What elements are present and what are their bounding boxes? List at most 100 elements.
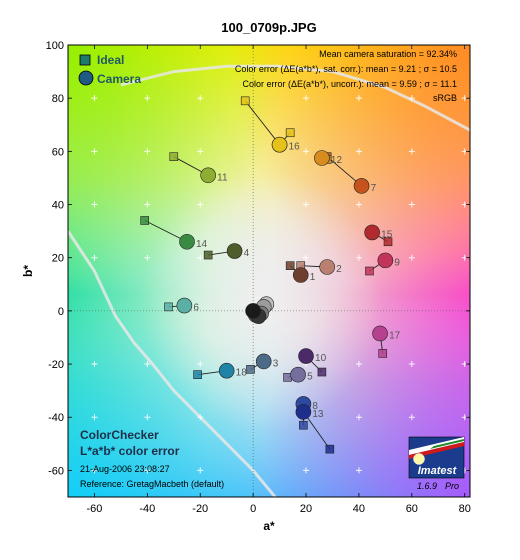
stats-block: Mean camera saturation = 92.34% Color er… xyxy=(235,49,457,103)
stats-error-satcorr: Color error (ΔE(a*b*), sat. corr.): mean… xyxy=(235,64,457,74)
color-field-background xyxy=(68,45,470,497)
stats-saturation: Mean camera saturation = 92.34% xyxy=(319,49,457,59)
grid-cross xyxy=(197,254,204,261)
ideal-marker xyxy=(317,367,327,377)
x-tick-label: 80 xyxy=(459,503,471,515)
ideal-marker xyxy=(203,250,213,260)
grid-cross xyxy=(355,148,362,155)
camera-marker xyxy=(290,366,306,383)
camera-marker xyxy=(377,252,394,269)
grid-cross xyxy=(91,148,98,155)
patch-label: 11 xyxy=(217,172,228,183)
gamut-curve xyxy=(68,230,278,497)
logo-edition: Pro xyxy=(445,481,459,491)
y-tick-label: 80 xyxy=(52,93,64,105)
grid-cross xyxy=(91,95,98,102)
y-tick-label: 0 xyxy=(58,306,64,318)
x-tick-label: 40 xyxy=(353,503,365,515)
gamut-curve xyxy=(120,64,470,132)
camera-marker xyxy=(353,178,370,194)
grid-cross xyxy=(91,467,98,474)
grid-cross xyxy=(355,361,362,368)
grid-cross xyxy=(91,254,98,261)
grid-cross xyxy=(144,414,151,421)
grid-cross xyxy=(197,201,204,208)
grid-cross xyxy=(197,467,204,474)
patch-label: 10 xyxy=(315,353,327,364)
grid-cross xyxy=(408,414,415,421)
ideal-marker xyxy=(325,444,335,454)
grid-cross xyxy=(355,254,362,261)
y-tick-label: -20 xyxy=(48,359,64,371)
imatest-logo: Imatest 1.6.9 Pro xyxy=(408,436,465,491)
grid-cross xyxy=(144,148,151,155)
grid-cross xyxy=(144,254,151,261)
y-tick-label: -60 xyxy=(48,465,64,477)
ideal-marker xyxy=(378,349,388,358)
grid-cross xyxy=(91,361,98,368)
grid-cross xyxy=(144,467,151,474)
grid-cross xyxy=(197,148,204,155)
axis-ticks: -60 -40 -20 0 20 40 60 80 -60 -40 -20 0 20 40 60 80 100 xyxy=(46,40,471,515)
camera-marker xyxy=(226,243,243,259)
camera-marker xyxy=(319,259,335,275)
patch-label: 1 xyxy=(310,272,316,283)
camera-marker xyxy=(295,404,312,420)
grid-cross xyxy=(91,414,98,421)
footer-date: 21-Aug-2006 23:08:27 xyxy=(80,464,170,474)
patch-label: 2 xyxy=(336,264,342,275)
camera-marker xyxy=(179,233,195,250)
x-tick-label: 60 xyxy=(406,503,418,515)
patch-label: 12 xyxy=(331,155,343,166)
ideal-marker xyxy=(246,365,255,374)
x-tick-label: -60 xyxy=(86,503,102,515)
patch-label: 8 xyxy=(312,401,318,412)
grid-cross xyxy=(355,95,362,102)
plot-frame xyxy=(67,44,471,498)
patch-label: 7 xyxy=(371,183,377,194)
logo-version: 1.6.9 xyxy=(417,481,437,491)
patch-label: 3 xyxy=(273,358,279,369)
footer-reference: Reference: GretagMacbeth (default) xyxy=(80,479,224,489)
legend: Ideal Camera xyxy=(78,53,141,86)
stats-error-uncorr: Color error (ΔE(a*b*), uncorr.): mean = … xyxy=(243,79,458,89)
y-tick-label: 20 xyxy=(52,253,64,265)
ideal-marker xyxy=(383,237,393,247)
grid-cross xyxy=(144,201,151,208)
x-tick-label: -40 xyxy=(139,503,155,515)
footer-block: ColorChecker L*a*b* color error 21-Aug-2… xyxy=(80,428,224,489)
grid-cross xyxy=(144,361,151,368)
patch-label: 4 xyxy=(244,248,250,259)
grid-cross xyxy=(408,95,415,102)
grid-cross xyxy=(197,95,204,102)
grid-cross xyxy=(144,95,151,102)
ideal-marker xyxy=(299,420,308,430)
y-tick-label: 100 xyxy=(46,40,64,52)
patch-label: 16 xyxy=(289,142,301,153)
grid-cross xyxy=(303,201,310,208)
camera-marker xyxy=(200,167,216,184)
patch-markers xyxy=(140,96,394,454)
error-vector xyxy=(244,100,280,145)
camera-marker xyxy=(218,362,235,379)
grid-cross xyxy=(91,201,98,208)
ideal-marker xyxy=(164,302,173,312)
patch-label: 5 xyxy=(307,372,313,383)
ideal-marker xyxy=(240,96,250,106)
patch-label: 14 xyxy=(196,239,208,250)
grid-cross xyxy=(408,201,415,208)
camera-marker xyxy=(372,325,388,342)
grid-cross xyxy=(197,414,204,421)
footer-title-1: ColorChecker xyxy=(80,428,159,442)
grid-cross xyxy=(355,414,362,421)
grid-cross xyxy=(355,201,362,208)
ideal-marker xyxy=(285,261,295,270)
x-tick-label: 20 xyxy=(300,503,312,515)
ideal-marker xyxy=(365,266,374,276)
y-tick-label: 60 xyxy=(52,146,64,158)
ideal-marker xyxy=(140,216,149,225)
camera-marker xyxy=(292,267,309,283)
grid-cross xyxy=(355,467,362,474)
